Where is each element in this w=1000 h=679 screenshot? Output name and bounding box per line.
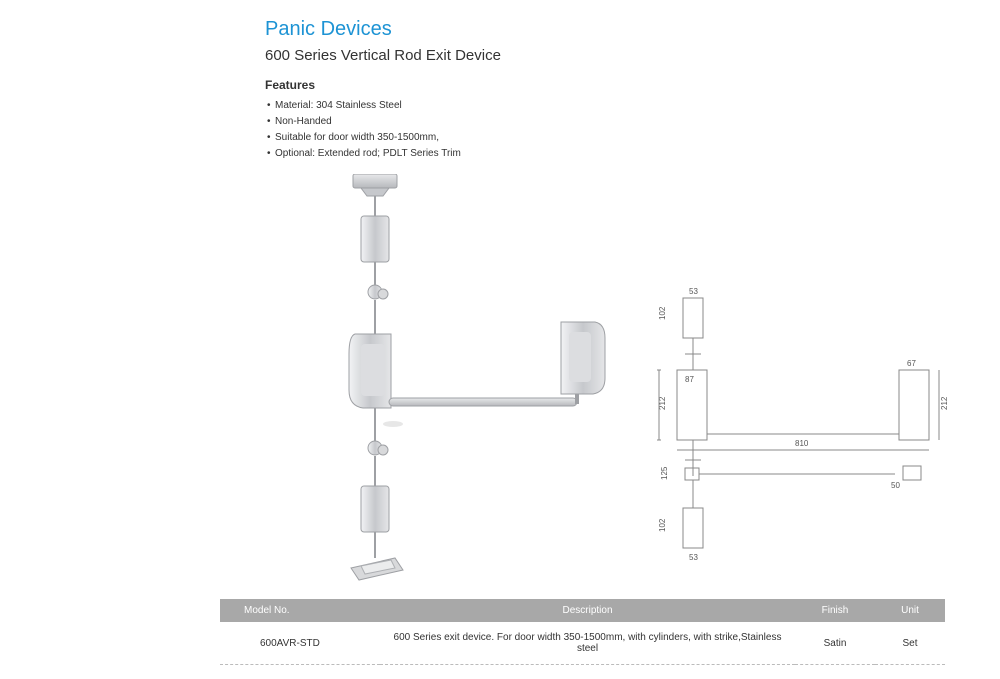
col-header: Finish xyxy=(795,599,875,622)
table-row: 600AVR-STD 600 Series exit device. For d… xyxy=(220,622,945,665)
col-header: Unit xyxy=(875,599,945,622)
dim-label: 125 xyxy=(660,466,669,480)
dim-label: 50 xyxy=(891,481,900,490)
cell-description: 600 Series exit device. For door width 3… xyxy=(380,622,795,665)
category-title: Panic Devices xyxy=(265,18,940,41)
product-title: 600 Series Vertical Rod Exit Device xyxy=(265,47,940,64)
dim-label: 102 xyxy=(658,518,667,532)
dim-label: 53 xyxy=(689,553,698,562)
dim-label: 212 xyxy=(940,396,949,410)
dim-label: 87 xyxy=(685,375,694,384)
dim-label: 810 xyxy=(795,439,809,448)
cell-model: 600AVR-STD xyxy=(220,622,380,665)
col-header: Model No. xyxy=(220,599,380,622)
features-heading: Features xyxy=(265,78,940,92)
feature-item: Material: 304 Stainless Steel xyxy=(265,98,940,114)
feature-item: Non-Handed xyxy=(265,114,940,130)
dim-label: 102 xyxy=(658,306,667,320)
cell-finish: Satin xyxy=(795,622,875,665)
product-illustration xyxy=(305,174,615,594)
col-header: Description xyxy=(380,599,795,622)
spec-table: Model No. Description Finish Unit 600AVR… xyxy=(220,599,945,665)
feature-item: Optional: Extended rod; PDLT Series Trim xyxy=(265,146,940,162)
dimension-diagram: 53 102 87 212 67 212 810 xyxy=(655,284,955,574)
cell-unit: Set xyxy=(875,622,945,665)
features-block: Features Material: 304 Stainless Steel N… xyxy=(265,78,940,162)
dim-label: 67 xyxy=(907,359,916,368)
dim-label: 53 xyxy=(689,287,698,296)
feature-item: Suitable for door width 350-1500mm, xyxy=(265,130,940,146)
